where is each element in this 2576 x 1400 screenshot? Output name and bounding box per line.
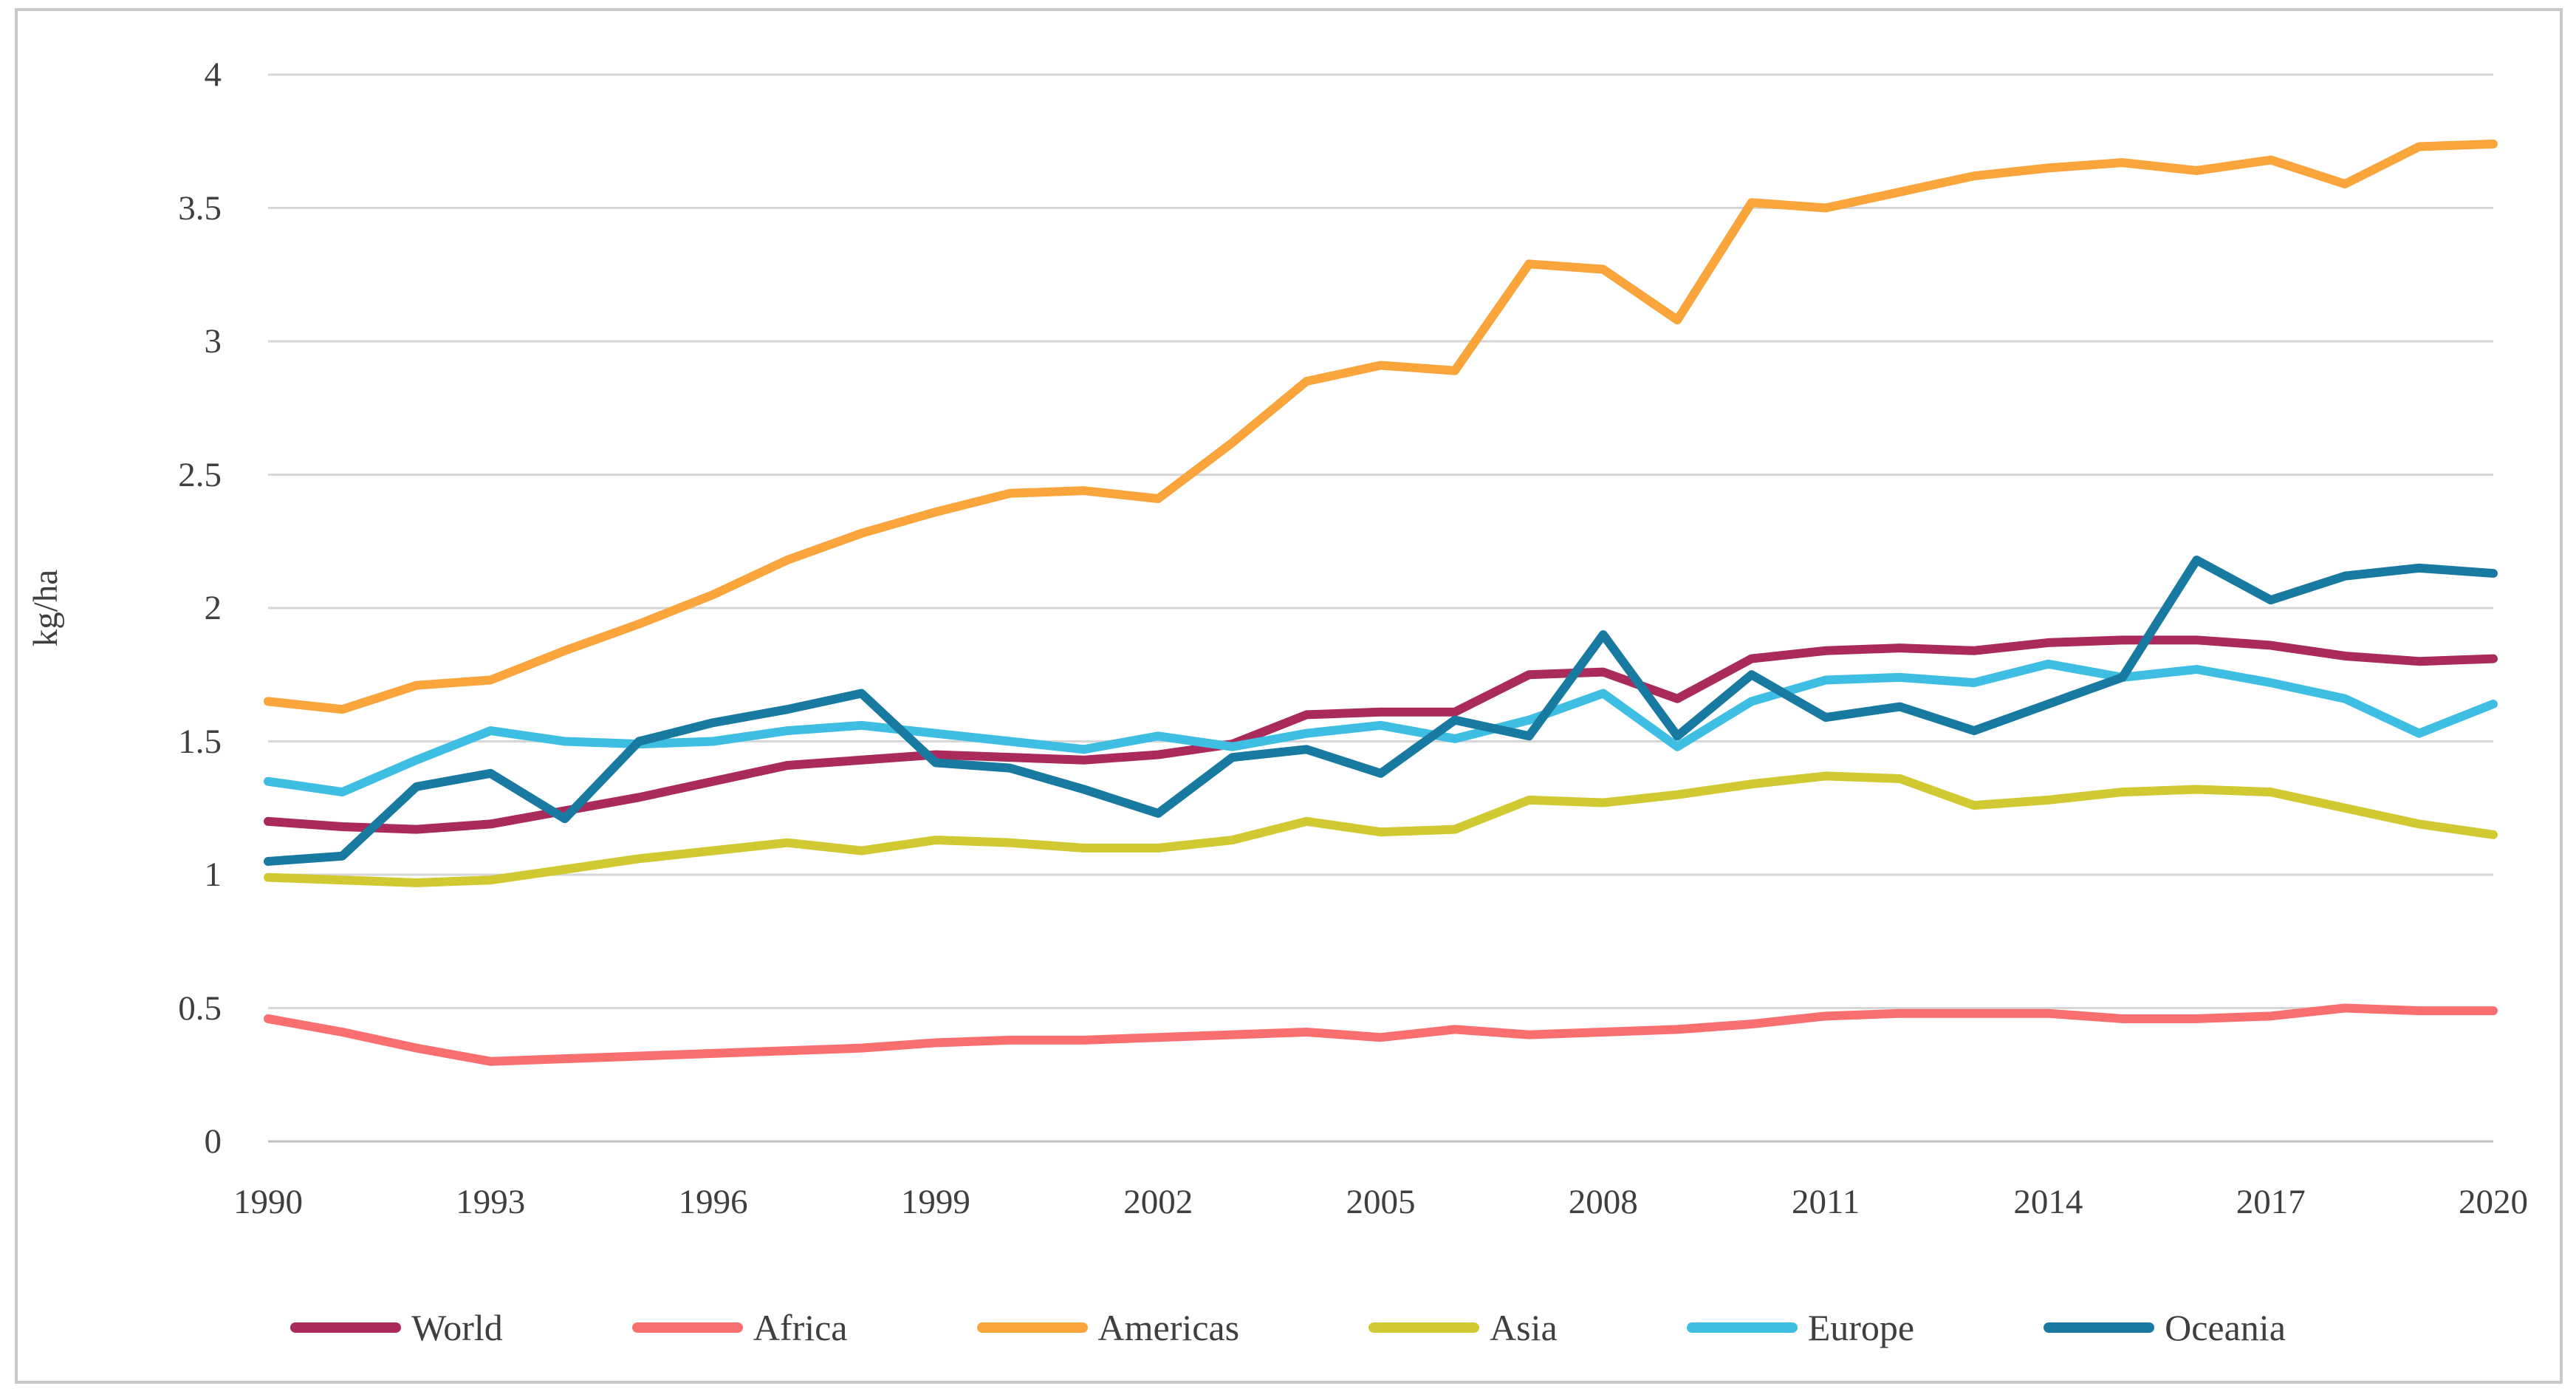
gridlines bbox=[268, 73, 2493, 1143]
legend-item-europe: Europe bbox=[1686, 1305, 1915, 1350]
legend-swatch-europe bbox=[1686, 1322, 1798, 1333]
legend-item-americas: Americas bbox=[976, 1305, 1240, 1350]
y-tick-label-1: 1 bbox=[204, 856, 222, 894]
series-line-oceania bbox=[264, 556, 2498, 866]
legend-item-world: World bbox=[290, 1305, 503, 1350]
series-line-world bbox=[264, 635, 2498, 834]
legend-item-asia: Asia bbox=[1368, 1305, 1558, 1350]
x-tick-label-2020: 2020 bbox=[2459, 1183, 2528, 1221]
legend-swatch-oceania bbox=[2044, 1322, 2155, 1333]
x-tick-label-2014: 2014 bbox=[2013, 1183, 2083, 1221]
series-line-americas bbox=[264, 139, 2498, 714]
y-tick-label-2.5: 2.5 bbox=[178, 455, 222, 494]
y-tick-label-4: 4 bbox=[204, 55, 222, 94]
legend-label-europe: Europe bbox=[1807, 1307, 1915, 1348]
legend-label-asia: Asia bbox=[1490, 1307, 1558, 1348]
chart-legend: World Africa Americas Asia Europe Oceania bbox=[0, 1294, 2576, 1361]
y-tick-label-3: 3 bbox=[204, 322, 222, 361]
legend-swatch-americas bbox=[976, 1322, 1088, 1333]
y-tick-label-0.5: 0.5 bbox=[178, 988, 222, 1028]
y-tick-label-1.5: 1.5 bbox=[178, 722, 222, 761]
legend-swatch-asia bbox=[1368, 1322, 1480, 1333]
series-line-africa bbox=[264, 1003, 2498, 1066]
series-lines bbox=[264, 139, 2498, 1066]
legend-swatch-world bbox=[290, 1322, 402, 1333]
x-tick-label-1990: 1990 bbox=[233, 1183, 303, 1221]
legend-item-africa: Africa bbox=[631, 1305, 848, 1350]
chart-frame-border bbox=[15, 8, 2563, 1384]
x-tick-label-2011: 2011 bbox=[1791, 1183, 1860, 1221]
x-tick-label-2002: 2002 bbox=[1123, 1183, 1193, 1221]
legend-item-oceania: Oceania bbox=[2044, 1305, 2286, 1350]
y-tick-label-3.5: 3.5 bbox=[178, 188, 222, 228]
x-tick-label-2008: 2008 bbox=[1568, 1183, 1638, 1221]
y-tick-label-2: 2 bbox=[204, 589, 222, 627]
legend-swatch-africa bbox=[631, 1322, 743, 1333]
x-tick-label-1996: 1996 bbox=[678, 1183, 748, 1221]
x-tick-label-1999: 1999 bbox=[900, 1183, 970, 1221]
series-line-asia bbox=[264, 771, 2498, 887]
legend-label-world: World bbox=[411, 1307, 503, 1348]
legend-label-americas: Americas bbox=[1097, 1307, 1240, 1348]
x-tick-label-2005: 2005 bbox=[1346, 1183, 1416, 1221]
y-tick-label-0: 0 bbox=[204, 1122, 222, 1161]
x-tick-label-1993: 1993 bbox=[456, 1183, 526, 1221]
legend-label-africa: Africa bbox=[753, 1307, 848, 1348]
legend-label-oceania: Oceania bbox=[2165, 1307, 2286, 1348]
x-tick-label-2017: 2017 bbox=[2236, 1183, 2306, 1221]
